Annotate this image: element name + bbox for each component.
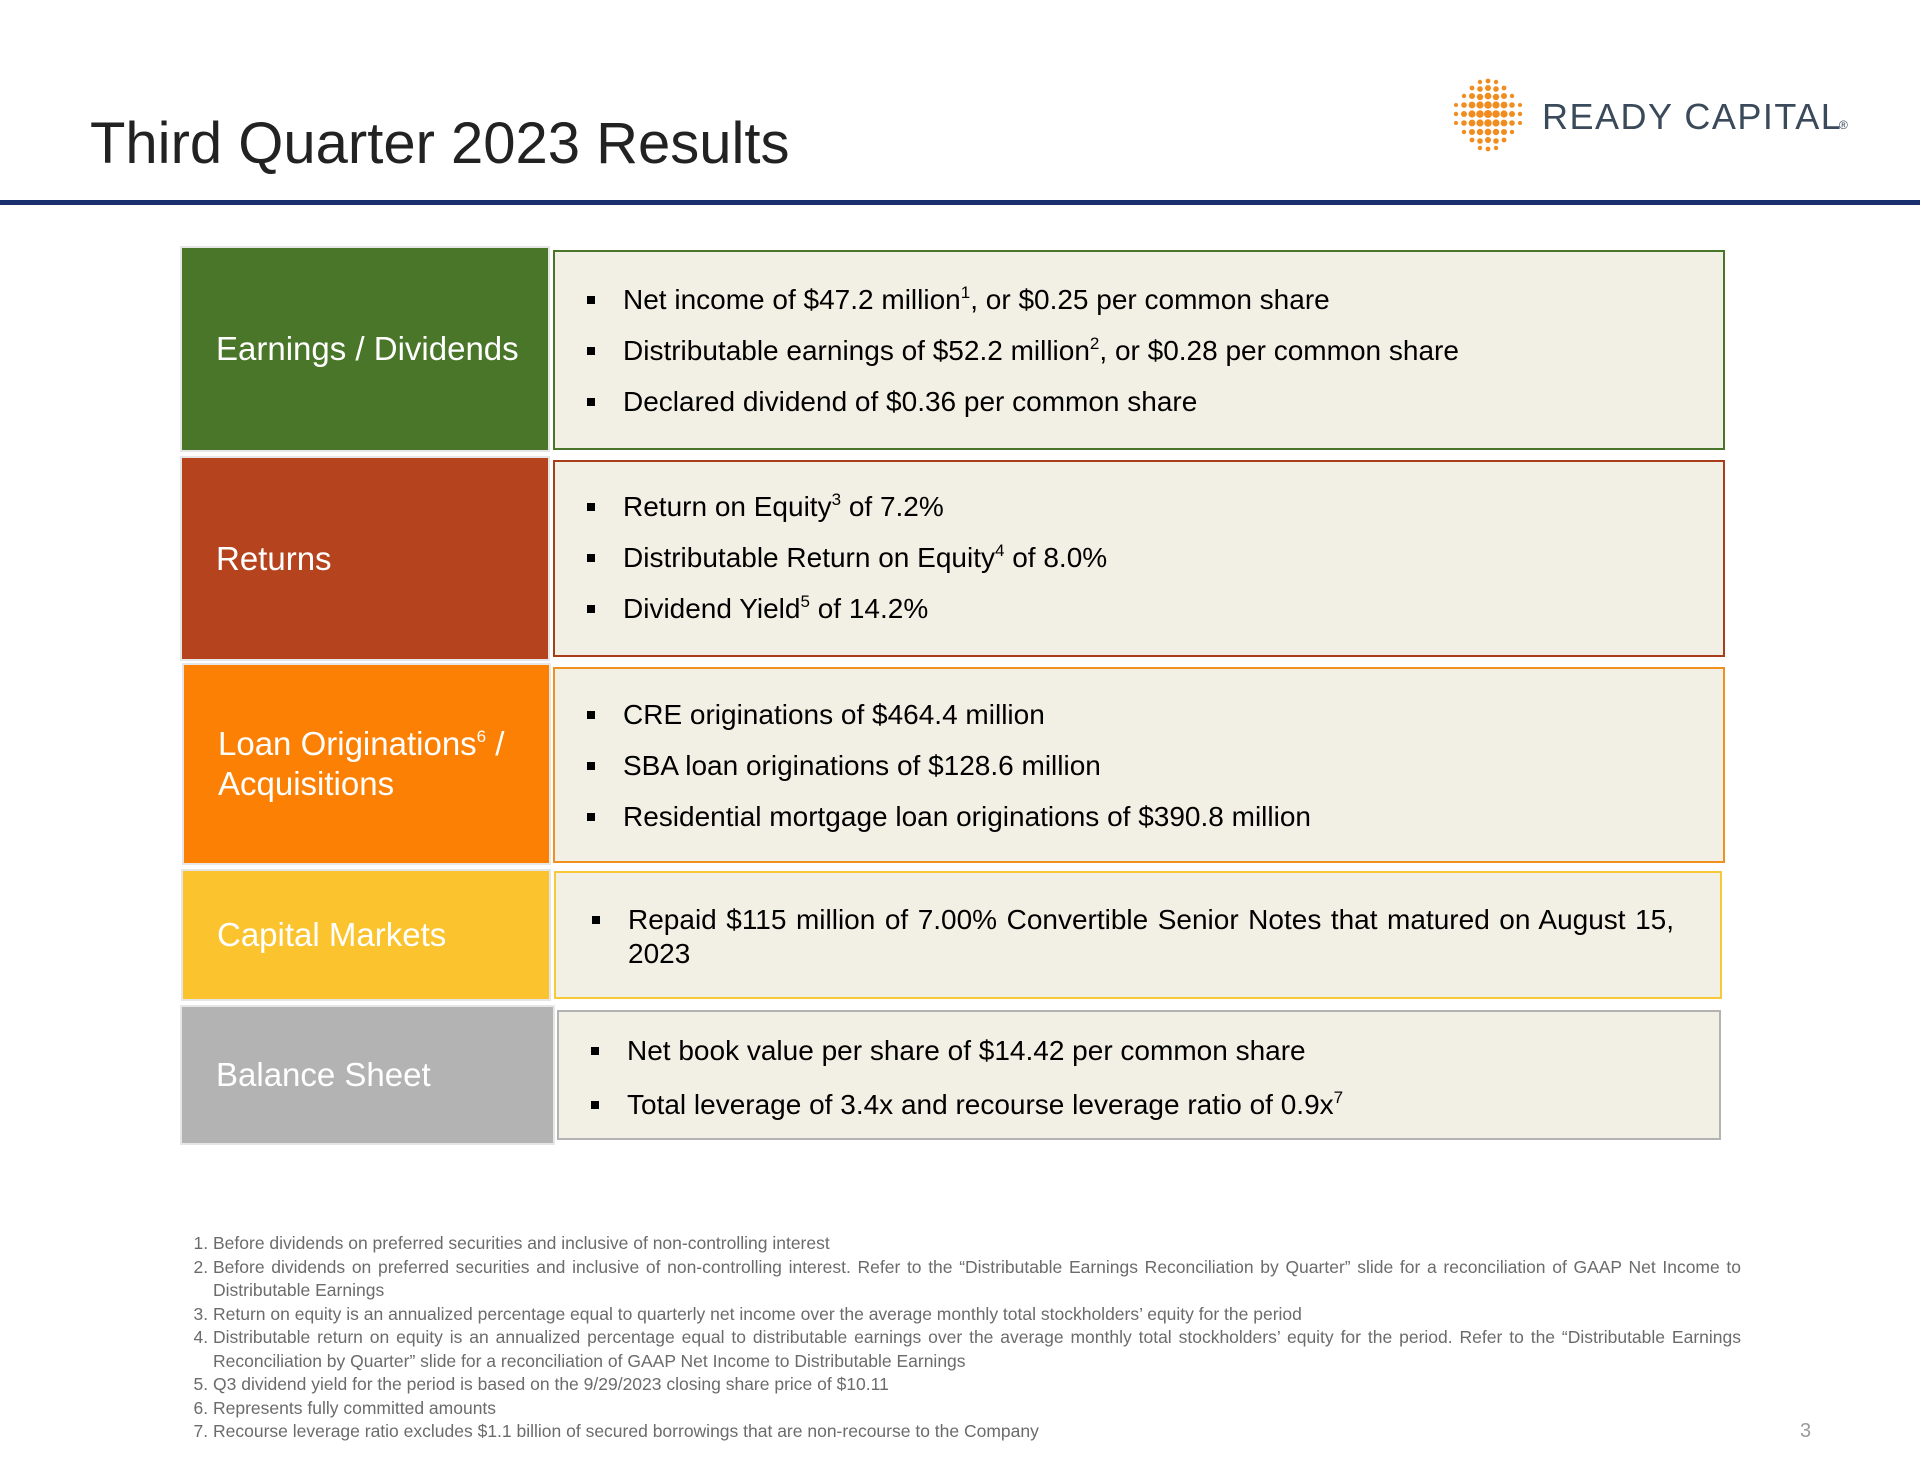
bullet-item: Repaid $115 million of 7.00% Convertible… (592, 903, 1674, 971)
section-content: CRE originations of $464.4 million SBA l… (553, 667, 1725, 863)
header-rule (0, 200, 1920, 205)
section-label: Balance Sheet (180, 1005, 555, 1145)
section-label: Loan Originations6 / Acquisitions (182, 663, 551, 865)
footnote: Represents fully committed amounts (213, 1397, 1741, 1421)
section-label-text: Earnings / Dividends (216, 330, 519, 367)
bullet-item: Net book value per share of $14.42 per c… (591, 1034, 1671, 1068)
bullet-list: CRE originations of $464.4 million SBA l… (587, 698, 1675, 834)
section-label-text: Capital Markets (217, 916, 447, 953)
footnote: Recourse leverage ratio excludes $1.1 bi… (213, 1420, 1741, 1444)
section-label: Earnings / Dividends (180, 246, 550, 452)
footnote: Before dividends on preferred securities… (213, 1232, 1741, 1256)
bullet-list: Repaid $115 million of 7.00% Convertible… (588, 903, 1674, 971)
bullet-item: Declared dividend of $0.36 per common sh… (587, 385, 1675, 419)
bullet-item: Residential mortgage loan originations o… (587, 800, 1675, 834)
logo-text: READY CAPITAL (1542, 96, 1843, 137)
footnote: Q3 dividend yield for the period is base… (213, 1373, 1741, 1397)
logo-dots-icon (1453, 78, 1523, 152)
section-label-text: Loan Originations6 / Acquisitions (218, 725, 505, 802)
logo-registered-mark: ® (1839, 118, 1848, 132)
bullet-item: Net income of $47.2 million1, or $0.25 p… (587, 283, 1675, 317)
ready-capital-logo: READY CAPITAL ® (1446, 76, 1848, 160)
footnotes-list: Before dividends on preferred securities… (190, 1232, 1741, 1444)
bullet-list: Return on Equity3 of 7.2% Distributable … (587, 490, 1675, 626)
footnote: Distributable return on equity is an ann… (213, 1326, 1741, 1373)
bullet-item: Total leverage of 3.4x and recourse leve… (591, 1088, 1671, 1122)
section-label: Returns (180, 456, 550, 661)
bullet-item: CRE originations of $464.4 million (587, 698, 1675, 732)
bullet-list: Net book value per share of $14.42 per c… (591, 1034, 1671, 1122)
bullet-item: SBA loan originations of $128.6 million (587, 749, 1675, 783)
bullet-item: Distributable earnings of $52.2 million2… (587, 334, 1675, 368)
page-title: Third Quarter 2023 Results (90, 111, 790, 176)
section-content: Return on Equity3 of 7.2% Distributable … (553, 460, 1725, 657)
section-content: Net book value per share of $14.42 per c… (557, 1010, 1721, 1140)
bullet-item: Dividend Yield5 of 14.2% (587, 592, 1675, 626)
bullet-item: Return on Equity3 of 7.2% (587, 490, 1675, 524)
section-label: Capital Markets (181, 869, 551, 1001)
section-content: Repaid $115 million of 7.00% Convertible… (554, 871, 1722, 999)
footnote: Return on equity is an annualized percen… (213, 1303, 1741, 1327)
bullet-item: Distributable Return on Equity4 of 8.0% (587, 541, 1675, 575)
footnote: Before dividends on preferred securities… (213, 1256, 1741, 1303)
section-label-text: Balance Sheet (216, 1056, 431, 1093)
section-label-text: Returns (216, 539, 332, 577)
section-content: Net income of $47.2 million1, or $0.25 p… (553, 250, 1725, 450)
bullet-list: Net income of $47.2 million1, or $0.25 p… (587, 283, 1675, 419)
page-number: 3 (1800, 1420, 1812, 1442)
